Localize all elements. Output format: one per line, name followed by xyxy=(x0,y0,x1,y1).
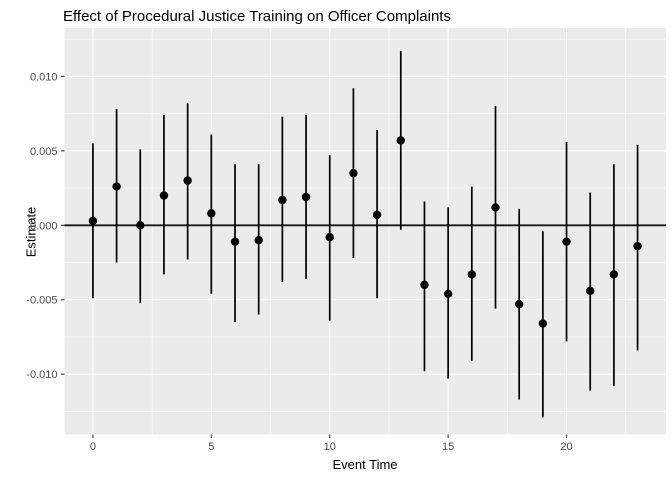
x-axis-title: Event Time xyxy=(332,457,398,472)
data-point xyxy=(467,270,477,279)
data-point xyxy=(443,289,453,298)
x-tick-label: 20 xyxy=(560,441,572,453)
data-point xyxy=(207,209,216,218)
x-tick-label: 0 xyxy=(90,441,96,453)
data-point xyxy=(562,237,571,246)
data-point xyxy=(586,286,595,296)
x-tick-label: 5 xyxy=(208,441,214,453)
data-point xyxy=(136,221,145,230)
data-point xyxy=(325,233,334,242)
y-tick-label: 0.010 xyxy=(30,71,58,83)
data-point xyxy=(230,237,240,246)
data-point xyxy=(278,195,287,205)
data-point xyxy=(254,235,263,245)
chart-title: Effect of Procedural Justice Training on… xyxy=(63,8,451,25)
y-tick-label: -0.010 xyxy=(26,369,57,381)
data-point xyxy=(112,182,121,191)
data-point xyxy=(349,168,358,178)
y-tick-label: 0.000 xyxy=(30,220,58,232)
data-point xyxy=(609,270,619,279)
x-tick-label: 10 xyxy=(324,441,336,453)
data-point xyxy=(491,203,500,212)
data-point xyxy=(183,176,192,185)
data-point xyxy=(633,241,642,251)
panel-background xyxy=(64,28,666,435)
x-tick-label: 15 xyxy=(442,441,454,453)
data-point xyxy=(396,136,405,145)
data-point xyxy=(159,191,169,200)
y-tick-label: -0.005 xyxy=(26,295,57,307)
data-point xyxy=(514,300,524,309)
data-point xyxy=(538,319,548,328)
y-tick-label: 0.005 xyxy=(30,146,58,158)
data-point xyxy=(88,216,98,226)
data-point xyxy=(301,192,311,202)
data-point xyxy=(372,210,382,220)
data-point xyxy=(420,280,429,290)
